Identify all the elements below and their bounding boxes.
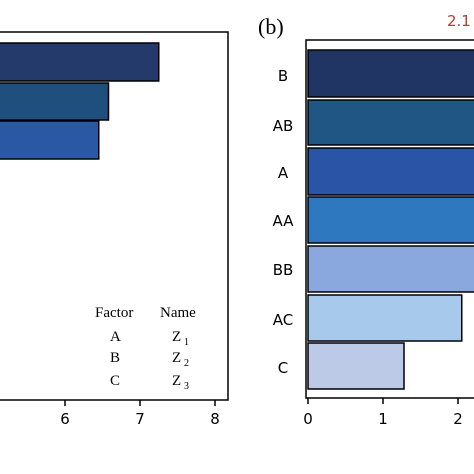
panel-b-category-label: AA bbox=[273, 212, 295, 230]
panel-b-category-label: C bbox=[278, 359, 288, 377]
legend-name-z: Z bbox=[172, 350, 181, 366]
legend-name-subscript: 2 bbox=[184, 358, 189, 369]
panel-b-x-tick-label: 0 bbox=[303, 410, 313, 428]
panel-b-category-label: AC bbox=[273, 311, 293, 329]
panel-b-x-tick-label: 2 bbox=[453, 410, 463, 428]
legend-name-subscript: 1 bbox=[184, 337, 189, 348]
panel-a-bar bbox=[0, 120, 100, 160]
panel-b-bar bbox=[307, 49, 474, 98]
legend-factor-b: B bbox=[110, 350, 120, 366]
panel-b-bar bbox=[307, 294, 463, 342]
panel-b-category-label: A bbox=[278, 164, 289, 182]
panel-b-annotation: 2.1 bbox=[447, 12, 471, 30]
panel-b-category-label: BB bbox=[273, 261, 294, 279]
panel-a-bar bbox=[0, 82, 110, 121]
panel-b-bar bbox=[307, 99, 474, 146]
panel-a-x-tick-label: 8 bbox=[210, 410, 220, 428]
panel-b-category-label: AB bbox=[273, 117, 294, 135]
panel-a-x-tick-label: 6 bbox=[60, 410, 70, 428]
legend-factor-a: A bbox=[110, 329, 121, 345]
legend-header-factor: Factor bbox=[95, 305, 133, 321]
panel-b-category-label: B bbox=[278, 67, 288, 85]
panel-a-frame bbox=[0, 31, 229, 401]
panel-a-bar bbox=[0, 42, 160, 82]
legend-name-subscript: 3 bbox=[184, 381, 189, 392]
panel-b-x-tick-label: 1 bbox=[378, 410, 388, 428]
panel-b-label: (b) bbox=[258, 14, 284, 39]
panel-a-x-tick-label: 7 bbox=[135, 410, 145, 428]
panel-b-bar bbox=[307, 196, 474, 244]
factor-legend-table: Factor Name A Z 1 B Z 2 C Z 3 bbox=[95, 305, 196, 392]
legend-header-name: Name bbox=[160, 305, 196, 321]
legend-name-z: Z bbox=[172, 373, 181, 389]
panel-b-bar bbox=[307, 245, 474, 293]
legend-factor-c: C bbox=[110, 373, 120, 389]
panel-a: 6 7 8 Factor Name A Z 1 B Z 2 C Z 3 bbox=[0, 31, 229, 428]
panel-b-frame bbox=[305, 39, 474, 399]
panel-b-bar bbox=[307, 342, 405, 390]
legend-name-z: Z bbox=[172, 329, 181, 345]
panel-b-bar bbox=[307, 147, 474, 196]
